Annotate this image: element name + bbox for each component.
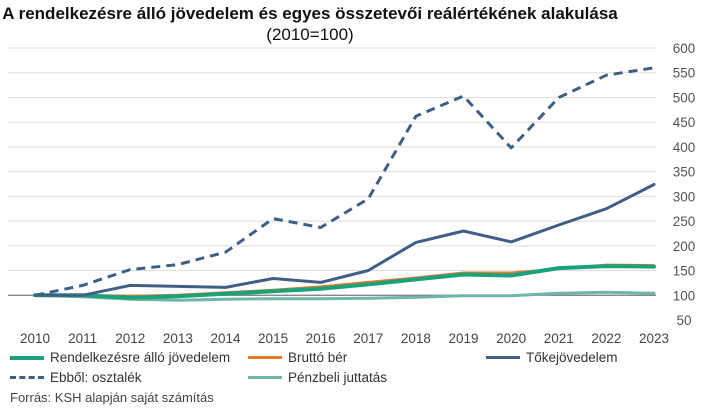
x-tick-label: 2015 <box>258 331 288 346</box>
x-tick-label: 2021 <box>544 331 574 346</box>
x-tick-label: 2019 <box>449 331 479 346</box>
x-tick-label: 2018 <box>401 331 431 346</box>
x-tick-label: 2013 <box>163 331 193 346</box>
legend-swatch <box>10 355 44 360</box>
series-line <box>33 264 656 300</box>
legend-label: Rendelkezésre álló jövedelem <box>50 350 231 365</box>
chart-title-unit: (2010=100) <box>266 25 354 44</box>
y-tick-label: 50 <box>676 313 691 328</box>
y-tick-label: 400 <box>673 140 696 155</box>
legend-swatch <box>10 376 44 379</box>
y-tick-label: 350 <box>673 165 696 180</box>
series-line <box>33 183 656 297</box>
x-tick-label: 2010 <box>20 331 50 346</box>
legend-item: Tőkejövedelem <box>486 350 618 365</box>
x-tick-label: 2016 <box>306 331 336 346</box>
legend-item: Rendelkezésre álló jövedelem <box>10 350 230 365</box>
legend-item: Ebből: osztalék <box>10 370 142 385</box>
x-tick-label: 2011 <box>68 331 97 346</box>
chart-title: A rendelkezésre álló jövedelem és egyes … <box>0 3 620 45</box>
legend-item: Bruttó bér <box>248 350 347 365</box>
legend-label: Pénzbeli juttatás <box>288 370 388 385</box>
y-tick-label: 550 <box>673 66 696 81</box>
legend-label: Ebből: osztalék <box>50 370 142 385</box>
y-tick-label: 150 <box>673 264 696 279</box>
y-tick-label: 300 <box>673 189 696 204</box>
x-tick-label: 2014 <box>210 331 241 346</box>
y-tick-label: 600 <box>673 41 696 56</box>
y-tick-label: 250 <box>673 214 696 229</box>
x-tick-label: 2020 <box>496 331 526 346</box>
legend-swatch <box>248 356 282 359</box>
y-tick-label: 200 <box>673 239 696 254</box>
x-tick-label: 2022 <box>591 331 621 346</box>
legend-item: Pénzbeli juttatás <box>248 370 387 385</box>
legend-label: Bruttó bér <box>288 350 348 365</box>
y-tick-label: 450 <box>673 115 696 130</box>
legend-swatch <box>486 356 520 359</box>
source-note: Forrás: KSH alapján saját számítás <box>10 390 214 405</box>
x-tick-label: 2017 <box>353 331 383 346</box>
x-tick-label: 2023 <box>639 331 669 346</box>
y-tick-label: 500 <box>673 90 696 105</box>
y-tick-label: 100 <box>673 288 696 303</box>
legend-label: Tőkejövedelem <box>526 350 618 365</box>
legend-swatch <box>248 376 282 379</box>
chart-title-bold: A rendelkezésre álló jövedelem és egyes … <box>2 4 618 23</box>
series-line <box>34 66 655 297</box>
x-tick-label: 2012 <box>115 331 145 346</box>
